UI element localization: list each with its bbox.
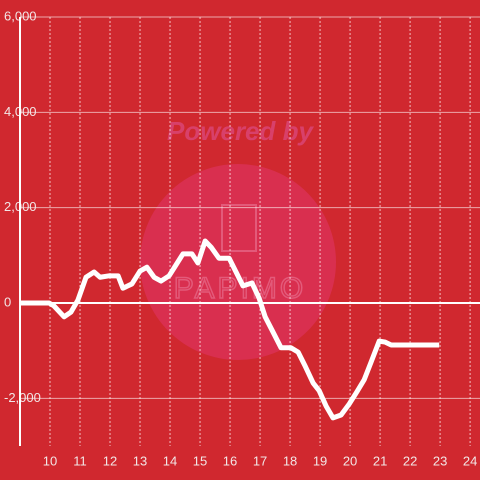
x-tick-label: 20 — [343, 453, 357, 468]
y-tick-label: -2,000 — [4, 390, 41, 405]
x-tick-label: 10 — [43, 453, 57, 468]
x-tick-label: 22 — [403, 453, 417, 468]
x-tick-label: 12 — [103, 453, 117, 468]
x-tick-label: 13 — [133, 453, 147, 468]
y-tick-label: 0 — [4, 294, 11, 309]
x-tick-label: 21 — [373, 453, 387, 468]
x-tick-label: 15 — [193, 453, 207, 468]
x-tick-label: 18 — [283, 453, 297, 468]
y-tick-label: 6,000 — [4, 8, 37, 23]
x-tick-label: 14 — [163, 453, 177, 468]
x-tick-label: 19 — [313, 453, 327, 468]
line — [20, 238, 440, 421]
watermark-circle — [140, 164, 336, 360]
x-tick-label: 11 — [73, 453, 87, 468]
x-tick-label: 17 — [253, 453, 267, 468]
watermark-text: Powered by — [167, 116, 314, 146]
watermark-icon — [221, 204, 257, 252]
x-tick-label: 24 — [463, 453, 477, 468]
x-tick-label: 16 — [223, 453, 237, 468]
x-tick-label: 23 — [433, 453, 447, 468]
